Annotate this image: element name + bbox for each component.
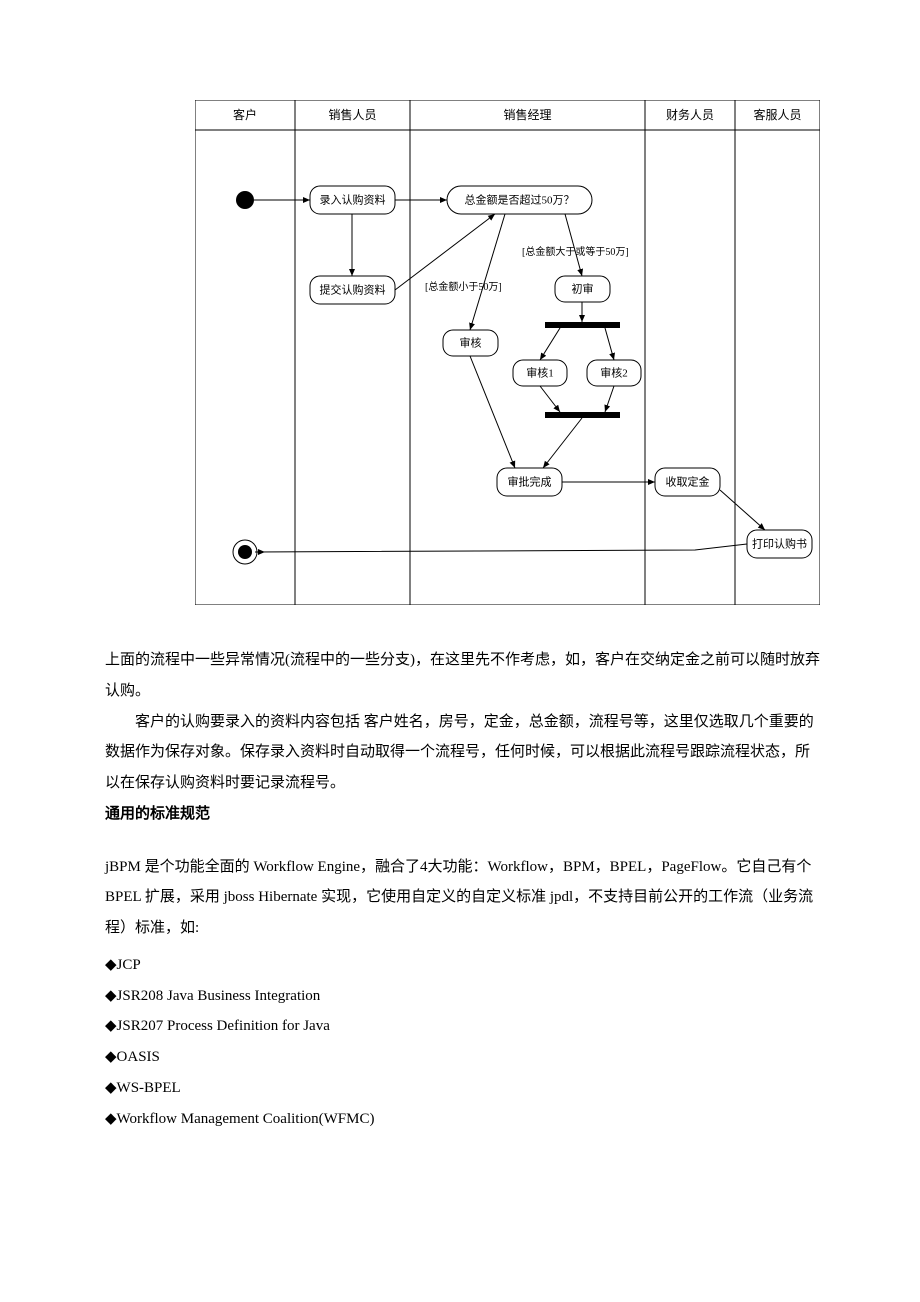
svg-text:录入认购资料: 录入认购资料: [320, 193, 386, 207]
paragraph-1: 上面的流程中一些异常情况(流程中的一些分支)，在这里先不作考虑，如，客户在交纳定…: [105, 645, 820, 707]
paragraph-3: jBPM 是个功能全面的 Workflow Engine，融合了4大功能：Wor…: [105, 852, 820, 944]
svg-text:收取定金: 收取定金: [666, 475, 710, 489]
bullet-item: ◆JSR207 Process Definition for Java: [105, 1011, 820, 1042]
section-title: 通用的标准规范: [105, 799, 820, 830]
svg-text:客户: 客户: [233, 107, 257, 122]
bullet-item: ◆WS-BPEL: [105, 1073, 820, 1104]
paragraph-2: 客户的认购要录入的资料内容包括 客户姓名，房号，定金，总金额，流程号等，这里仅选…: [105, 707, 820, 799]
bullet-item: ◆JCP: [105, 950, 820, 981]
svg-text:客服人员: 客服人员: [753, 107, 801, 122]
bullet-item: ◆Workflow Management Coalition(WFMC): [105, 1104, 820, 1135]
svg-text:审核1: 审核1: [526, 366, 554, 380]
bullet-item: ◆OASIS: [105, 1042, 820, 1073]
svg-text:审批完成: 审批完成: [508, 475, 552, 489]
svg-text:总金额是否超过50万？: 总金额是否超过50万？: [465, 193, 575, 207]
svg-text:[总金额小于50万]: [总金额小于50万]: [425, 280, 502, 293]
diagram-svg: 客户 销售人员 销售经理 财务人员 客服人员 [总金额大于或等于50万] [总金额小于50万…: [195, 100, 820, 605]
swimlane-diagram: 客户 销售人员 销售经理 财务人员 客服人员 [总金额大于或等于50万] [总金额小于50万…: [195, 100, 820, 605]
svg-text:初审: 初审: [572, 282, 594, 296]
bullet-list: ◆JCP◆JSR208 Java Business Integration◆JS…: [105, 950, 820, 1135]
svg-text:[总金额大于或等于50万]: [总金额大于或等于50万]: [522, 245, 629, 258]
svg-text:打印认购书: 打印认购书: [752, 537, 807, 551]
bullet-item: ◆JSR208 Java Business Integration: [105, 981, 820, 1012]
svg-text:销售经理: 销售经理: [503, 107, 551, 122]
svg-text:提交认购资料: 提交认购资料: [320, 283, 386, 297]
svg-text:审核2: 审核2: [600, 366, 628, 380]
svg-text:销售人员: 销售人员: [328, 107, 376, 122]
svg-text:财务人员: 财务人员: [666, 107, 714, 122]
svg-text:审核: 审核: [460, 336, 482, 350]
body-text: 上面的流程中一些异常情况(流程中的一些分支)，在这里先不作考虑，如，客户在交纳定…: [105, 645, 820, 1134]
